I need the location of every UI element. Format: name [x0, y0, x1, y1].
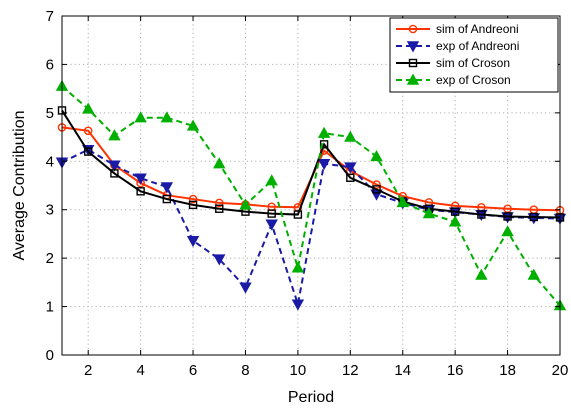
data-point [422, 207, 436, 219]
legend-item: sim of Croson [396, 56, 510, 70]
series-line [61, 85, 561, 307]
data-point [319, 140, 329, 149]
y-tick-label: 1 [46, 299, 54, 316]
y-tick-label: 5 [46, 105, 54, 122]
data-point [162, 194, 172, 204]
data-point [160, 111, 174, 123]
data-point [344, 130, 357, 142]
series-line [61, 109, 561, 219]
y-tick-label: 7 [46, 8, 54, 25]
data-point [83, 126, 93, 136]
series-layer [55, 79, 567, 311]
data-point [188, 200, 198, 210]
data-point [370, 150, 383, 162]
data-point [84, 147, 93, 156]
data-point [136, 187, 145, 196]
data-point [396, 196, 409, 208]
data-point [527, 268, 540, 280]
data-point [372, 185, 381, 194]
legend-marker [408, 58, 418, 68]
data-point [160, 182, 174, 194]
legend-marker [408, 24, 418, 34]
data-point [346, 173, 355, 182]
data-point [501, 225, 514, 237]
data-point [448, 215, 462, 227]
legend: sim of Andreoni exp of Andreoni sim of Cro… [389, 17, 559, 93]
legend-label: sim of Andreoni [436, 22, 519, 36]
data-point [82, 102, 95, 114]
legend-label: exp of Croson [436, 73, 511, 87]
legend-label: exp of Andreoni [436, 39, 519, 53]
legend-marker [406, 73, 420, 85]
plot-area-frame [61, 15, 561, 356]
data-point [108, 160, 121, 172]
data-point [213, 157, 226, 169]
data-point [291, 299, 305, 311]
data-point [186, 119, 200, 131]
legend-item: exp of Andreoni [396, 39, 519, 53]
legend-marker [406, 41, 420, 53]
data-point [317, 159, 331, 171]
x-tick-label: 12 [342, 362, 359, 379]
data-point [291, 261, 305, 273]
series-line [61, 148, 561, 305]
legend-item: exp of Croson [396, 73, 511, 87]
data-point [450, 207, 460, 216]
legend-item: sim of Andreoni [396, 22, 519, 36]
y-tick-label: 6 [46, 56, 54, 73]
data-point [475, 268, 488, 280]
data-point [265, 219, 278, 231]
data-point [372, 180, 381, 189]
x-tick-label: 2 [84, 362, 92, 379]
y-tick-label: 4 [46, 153, 54, 170]
data-point [267, 209, 276, 218]
x-tick-label: 10 [290, 362, 307, 379]
data-point [503, 212, 512, 221]
x-tick-label: 18 [499, 362, 516, 379]
data-point [134, 173, 147, 185]
y-tick-label: 3 [46, 202, 54, 219]
data-point [134, 111, 147, 123]
x-tick-label: 4 [136, 362, 144, 379]
data-point [214, 198, 224, 208]
data-point [108, 129, 121, 141]
legend-label: sim of Croson [436, 56, 510, 70]
data-point [239, 198, 252, 210]
data-point [317, 126, 331, 138]
data-point [293, 210, 303, 219]
x-tick-label: 16 [447, 362, 464, 379]
x-tick-label: 14 [394, 362, 411, 379]
data-point [186, 236, 200, 248]
y-tick-label: 0 [46, 347, 54, 364]
data-point [477, 210, 486, 219]
data-point [215, 204, 224, 213]
x-tick-label: 20 [552, 362, 569, 379]
x-tick-label: 8 [241, 362, 249, 379]
data-point [110, 169, 119, 178]
series-3 [57, 106, 565, 222]
data-point [344, 162, 357, 174]
x-axis-label: Period [288, 389, 334, 406]
x-tick-label: 6 [189, 362, 197, 379]
data-point [529, 212, 538, 222]
y-tick-label: 2 [46, 250, 54, 267]
data-point [239, 282, 252, 294]
data-point [213, 254, 226, 266]
y-axis-label: Average Contribution [11, 110, 28, 260]
data-point [188, 194, 198, 204]
data-point [265, 174, 278, 186]
